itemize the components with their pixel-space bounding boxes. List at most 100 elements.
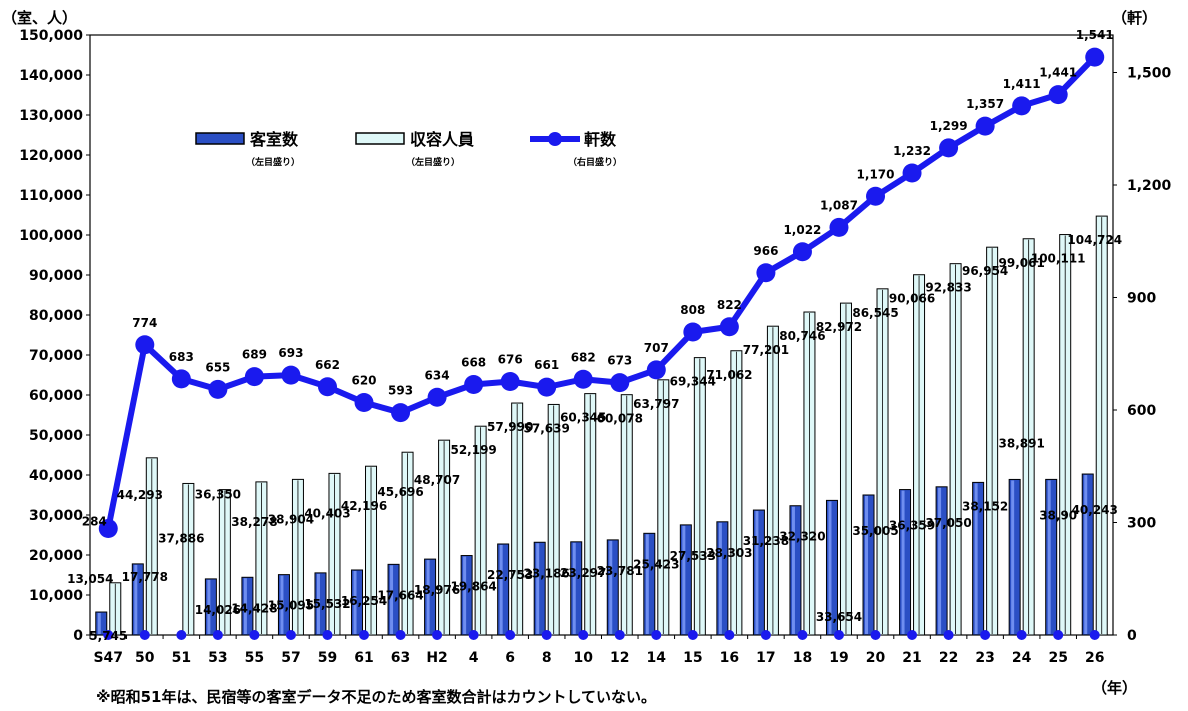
bar-rooms xyxy=(277,574,290,636)
line-point-facilities xyxy=(500,372,520,391)
data-label-rooms: 23,297 xyxy=(560,566,606,580)
line-point-facilities xyxy=(975,116,995,136)
left-axis-tick-label: 80,000 xyxy=(29,308,83,324)
bar-rooms xyxy=(1008,478,1021,636)
bar-rooms-highlight xyxy=(536,543,540,634)
bar-rooms xyxy=(131,563,144,636)
baseline-marker xyxy=(541,630,552,640)
line-point-facilities xyxy=(683,322,703,342)
bar-rooms-highlight xyxy=(682,525,686,634)
right-axis-tick-label: 300 xyxy=(1127,516,1156,532)
legend: 客室数 （左目盛り） 収容人員 （左目盛り） 軒数 （右目盛り） xyxy=(195,130,622,168)
data-label-capacity: 13,054 xyxy=(67,572,113,586)
bar-rooms xyxy=(460,555,473,636)
bar-rooms xyxy=(789,505,802,636)
bar-rooms xyxy=(606,539,619,636)
data-label-capacity: 96,954 xyxy=(962,264,1008,278)
bar-rooms xyxy=(497,543,510,636)
left-axis-tick-label: 90,000 xyxy=(29,268,83,284)
data-label-rooms: 25,423 xyxy=(633,557,679,571)
data-label-capacity: 100,111 xyxy=(1031,252,1086,266)
data-label-facilities: 655 xyxy=(205,360,230,374)
baseline-marker xyxy=(285,630,296,640)
bar-rooms-highlight xyxy=(353,570,357,634)
data-label-rooms: 35,005 xyxy=(852,524,898,538)
line-point-facilities xyxy=(829,217,849,237)
data-label-facilities: 693 xyxy=(278,346,303,360)
data-label-rooms: 27,533 xyxy=(670,549,716,563)
data-label-facilities: 966 xyxy=(753,244,778,258)
line-point-facilities xyxy=(866,186,886,206)
bar-rooms xyxy=(679,524,692,636)
data-label-capacity: 52,199 xyxy=(450,443,496,457)
data-label-facilities: 1,170 xyxy=(857,167,895,181)
data-label-capacity: 63,797 xyxy=(633,397,679,411)
line-point-facilities xyxy=(1085,47,1105,67)
bar-rooms-highlight xyxy=(865,495,869,634)
bar-rooms xyxy=(314,572,327,636)
data-label-capacity: 57,639 xyxy=(524,421,570,435)
data-label-rooms: 15,532 xyxy=(304,597,350,611)
line-point-facilities xyxy=(244,367,264,387)
bar-rooms-highlight xyxy=(463,556,467,634)
x-axis-tick-label: 57 xyxy=(281,650,300,666)
left-axis-tick-label: 50,000 xyxy=(29,428,83,444)
legend-label-rooms: 客室数 xyxy=(250,130,299,149)
line-point-facilities xyxy=(98,519,118,538)
x-axis-tick-label: 53 xyxy=(208,650,227,666)
line-point-facilities xyxy=(1048,85,1068,105)
data-label-facilities: 662 xyxy=(315,358,340,372)
data-label-facilities: 682 xyxy=(571,350,596,364)
data-label-capacity: 90,066 xyxy=(889,292,935,306)
data-label-capacity: 80,746 xyxy=(779,329,825,343)
data-label-facilities: 676 xyxy=(498,353,523,367)
x-axis-tick-label: 25 xyxy=(1048,650,1067,666)
x-axis-tick-label: 19 xyxy=(829,650,848,666)
bar-rooms-highlight xyxy=(390,565,394,634)
x-axis-unit-label: （年） xyxy=(1092,679,1137,697)
x-axis-tick-label: 17 xyxy=(756,650,775,666)
data-label-capacity: 86,545 xyxy=(852,306,898,320)
data-label-rooms: 16,254 xyxy=(341,594,387,608)
baseline-marker xyxy=(468,630,479,640)
baseline-marker xyxy=(359,630,370,640)
bar-rooms xyxy=(95,611,108,636)
line-point-facilities xyxy=(391,403,411,423)
line-point-facilities xyxy=(464,375,484,394)
data-label-facilities: 1,441 xyxy=(1039,66,1077,80)
data-label-facilities: 1,087 xyxy=(820,198,858,212)
bar-rooms-highlight xyxy=(718,522,722,634)
left-axis-unit-label: （室、人） xyxy=(2,9,77,27)
data-label-rooms: 33,654 xyxy=(816,610,862,624)
baseline-marker xyxy=(870,630,881,640)
baseline-marker xyxy=(687,630,698,640)
line-point-facilities xyxy=(902,163,922,183)
legend-label-capacity: 収容人員 xyxy=(410,130,474,149)
bar-rooms xyxy=(862,494,875,636)
data-label-capacity: 38,904 xyxy=(268,512,314,526)
x-axis-tick-label: 21 xyxy=(902,650,921,666)
data-label-facilities: 707 xyxy=(644,341,669,355)
bar-rooms-highlight xyxy=(572,542,576,634)
legend-swatch-rooms xyxy=(195,132,245,145)
bar-rooms xyxy=(570,541,583,636)
baseline-marker xyxy=(505,630,516,640)
data-label-capacity: 44,293 xyxy=(117,488,163,502)
bar-rooms xyxy=(972,481,985,636)
left-axis-tick-label: 100,000 xyxy=(19,228,83,244)
data-label-rooms: 14,026 xyxy=(195,603,241,617)
bar-rooms-highlight xyxy=(134,564,138,634)
data-label-rooms: 18,976 xyxy=(414,583,460,597)
x-axis-tick-label: 59 xyxy=(318,650,337,666)
x-axis-tick-label: H2 xyxy=(426,650,447,666)
x-axis-tick-label: 51 xyxy=(172,650,191,666)
bar-rooms-highlight xyxy=(97,613,101,634)
data-label-capacity: 38,278 xyxy=(231,515,277,529)
bar-rooms-highlight xyxy=(755,511,759,634)
line-point-facilities xyxy=(317,377,337,397)
data-label-rooms: 23,781 xyxy=(597,564,643,578)
x-axis-tick-label: S47 xyxy=(93,650,123,666)
line-point-facilities xyxy=(427,387,447,407)
data-label-rooms: 31,238 xyxy=(743,534,789,548)
data-label-rooms: 37,050 xyxy=(925,516,971,530)
